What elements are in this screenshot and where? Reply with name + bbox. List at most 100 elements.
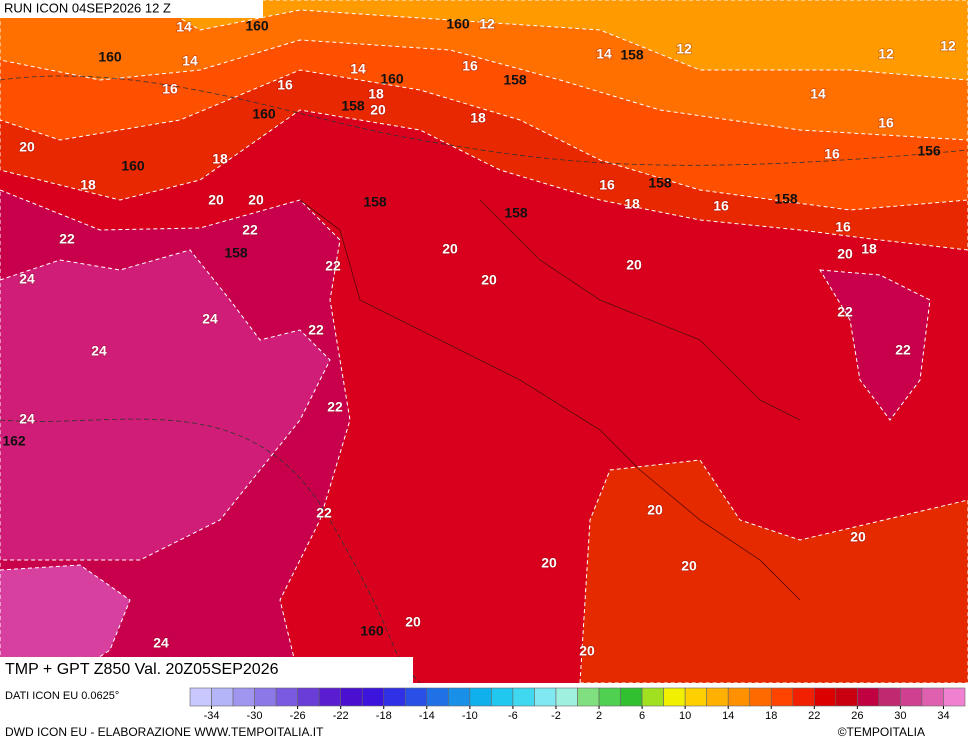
geopotential-label: 158: [224, 245, 248, 261]
temperature-label: 20: [481, 272, 497, 288]
colorbar-tick-label: 10: [679, 710, 691, 722]
temperature-label: 20: [647, 502, 663, 518]
temperature-label: 24: [91, 343, 107, 359]
colorbar-tick-label: -6: [508, 710, 518, 722]
geopotential-label: 160: [98, 49, 122, 65]
geopotential-label: 162: [2, 433, 26, 449]
geopotential-contour: [0, 75, 968, 166]
colorbar-tick-label: 34: [937, 710, 949, 722]
colorbar-box: [792, 687, 815, 707]
temperature-label: 18: [624, 196, 640, 212]
temperature-label: 20: [370, 102, 386, 118]
temperature-label: 16: [835, 219, 851, 235]
temperature-label: 22: [837, 304, 853, 320]
colorbar-tick-label: -10: [462, 710, 478, 722]
colorbar-tick-label: 18: [765, 710, 777, 722]
temperature-label: 22: [316, 505, 332, 521]
temperature-label: 20: [681, 558, 697, 574]
geopotential-label: 158: [620, 47, 644, 63]
temperature-label: 12: [940, 38, 956, 54]
temperature-label: 24: [19, 411, 35, 427]
colorbar-box: [598, 687, 621, 707]
coastline: [479, 199, 801, 421]
colorbar-box: [641, 687, 664, 707]
temperature-label: 16: [277, 77, 293, 93]
temperature-label: 20: [626, 257, 642, 273]
colorbar-box: [512, 687, 535, 707]
colorbar-tick-label: -22: [333, 710, 349, 722]
colorbar-box: [620, 687, 643, 707]
colorbar-box: [663, 687, 686, 707]
colorbar-box: [534, 687, 557, 707]
credit-label: DWD ICON EU - ELABORAZIONE WWW.TEMPOITAL…: [5, 725, 324, 739]
colorbar-box: [426, 687, 449, 707]
colorbar-box: [448, 687, 471, 707]
temperature-label: 16: [162, 81, 178, 97]
title-box: [0, 657, 413, 683]
temperature-label: 16: [878, 115, 894, 131]
colorbar-box: [555, 687, 578, 707]
copyright-label: ©TEMPOITALIA: [838, 725, 925, 739]
colorbar-box: [254, 687, 277, 707]
colorbar-tick-label: 22: [808, 710, 820, 722]
geopotential-label: 160: [380, 71, 404, 87]
colorbar-box: [275, 687, 298, 707]
geopotential-label: 158: [363, 194, 387, 210]
colorbar-box: [340, 687, 363, 707]
colorbar-box: [727, 687, 751, 707]
temperature-label: 20: [442, 241, 458, 257]
map-title: TMP + GPT Z850 Val. 20Z05SEP2026: [5, 661, 279, 678]
geopotential-label: 158: [504, 205, 528, 221]
temperature-label: 14: [810, 86, 826, 102]
colorbar-tick-label: 26: [851, 710, 863, 722]
colorbar-box: [835, 687, 858, 707]
map: [0, 0, 968, 684]
colorbar-tick-label: 2: [596, 710, 602, 722]
temperature-label: 20: [541, 555, 557, 571]
temp-area-18-south: [579, 459, 968, 684]
temperature-label: 14: [596, 46, 612, 62]
temperature-label: 22: [895, 342, 911, 358]
colorbar-box: [491, 687, 514, 707]
geopotential-label: 158: [648, 175, 672, 191]
temperature-label: 16: [599, 177, 615, 193]
temperature-label: 22: [242, 222, 258, 238]
temp-area-12: [149, 0, 968, 81]
temperature-label: 20: [405, 614, 421, 630]
temperature-label: 24: [202, 311, 218, 327]
geopotential-label: 160: [360, 623, 384, 639]
temp-area-22-east: [819, 269, 931, 421]
temperature-label: 22: [327, 399, 343, 415]
colorbar-box: [232, 687, 255, 707]
geopotential-label: 160: [121, 158, 145, 174]
colorbar-box: [361, 687, 385, 707]
temperature-label: 16: [824, 146, 840, 162]
temperature-label: 20: [837, 246, 853, 262]
temperature-label: 22: [325, 258, 341, 274]
geopotential-label: 158: [503, 72, 527, 88]
geopotential-label: 160: [252, 106, 276, 122]
geopotential-label: 156: [917, 143, 941, 159]
temperature-label: 24: [153, 635, 169, 651]
colorbar-box: [577, 687, 600, 707]
temperature-label: 18: [368, 86, 384, 102]
geopotential-label: 158: [341, 98, 365, 114]
colorbar-tick-label: 30: [894, 710, 906, 722]
colorbar-tick-label: 6: [639, 710, 645, 722]
temperature-label: 22: [308, 322, 324, 338]
temperature-label: 18: [861, 241, 877, 257]
temperature-label: 18: [80, 177, 96, 193]
colorbar-box: [318, 687, 341, 707]
colorbar-box: [297, 687, 320, 707]
temperature-label: 20: [248, 192, 264, 208]
geopotential-label: 160: [245, 18, 269, 34]
temperature-label: 20: [579, 643, 595, 659]
colorbar-tick-label: -14: [419, 710, 435, 722]
temperature-label: 14: [350, 61, 366, 77]
temperature-label: 16: [713, 198, 729, 214]
source-label: DATI ICON EU 0.0625°: [5, 690, 119, 702]
colorbar-box: [684, 687, 707, 707]
colorbar-box: [814, 687, 837, 707]
temperature-label: 14: [176, 19, 192, 35]
temperature-label: 18: [212, 151, 228, 167]
